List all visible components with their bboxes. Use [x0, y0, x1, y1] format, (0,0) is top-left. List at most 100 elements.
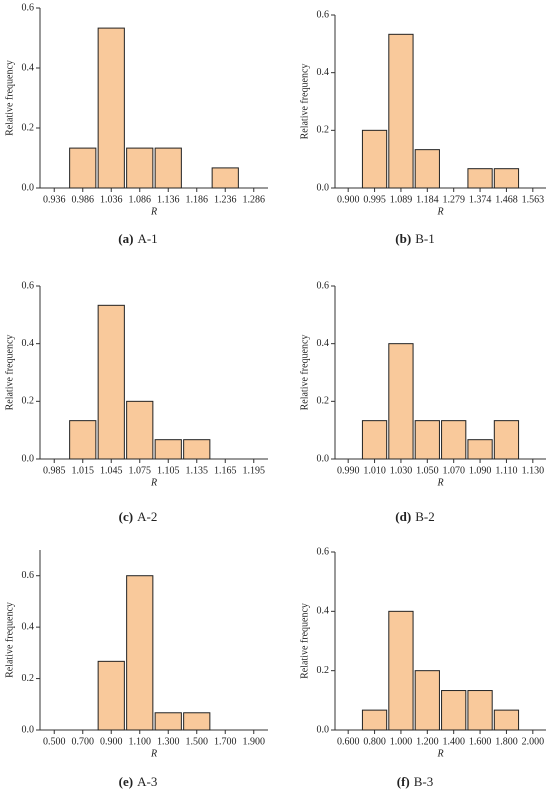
- x-tick-label: 1.045: [100, 465, 123, 476]
- x-tick-label: 1.050: [416, 465, 439, 476]
- x-tick-label: 1.105: [157, 465, 180, 476]
- x-tick-label: 1.600: [469, 736, 492, 747]
- x-tick-label: 1.186: [186, 194, 209, 205]
- x-tick-label: 1.236: [214, 194, 237, 205]
- x-tick-label: 1.015: [72, 465, 95, 476]
- y-tick-label: 0.2: [317, 396, 330, 407]
- x-tick-label: 0.900: [337, 194, 360, 205]
- x-tick-label: 0.500: [43, 736, 66, 747]
- chart-panel: 0.0 0.2 0.4 0.6 0.936 0.986 1.036 1.086 1.136 1.1…: [4, 2, 268, 246]
- caption: (e) A-3: [119, 774, 158, 789]
- y-tick-label: 0.0: [317, 453, 330, 464]
- x-tick-label: 1.100: [129, 736, 152, 747]
- caption: (b) B-1: [395, 231, 434, 246]
- y-tick-label: 0.4: [317, 338, 330, 349]
- caption: (d) B-2: [395, 509, 434, 524]
- x-tick-label: 1.086: [129, 194, 152, 205]
- bar: [441, 420, 467, 460]
- x-axis-label: R: [436, 748, 443, 759]
- x-axis-label: R: [436, 477, 443, 488]
- y-tick-label: 0.4: [22, 62, 35, 73]
- x-tick-label: 0.600: [337, 736, 360, 747]
- bar: [467, 168, 493, 189]
- x-tick-label: 1.300: [157, 736, 180, 747]
- caption-label: (c): [119, 509, 133, 524]
- bar: [69, 147, 97, 189]
- y-tick-label: 0.6: [317, 280, 330, 291]
- y-tick-label: 0.2: [317, 665, 330, 676]
- bar: [126, 147, 154, 189]
- bar: [183, 712, 211, 731]
- bar: [414, 149, 440, 189]
- caption-label: (d): [395, 509, 411, 524]
- x-tick-label: 0.700: [72, 736, 95, 747]
- x-tick-label: 1.700: [214, 736, 237, 747]
- y-tick-label: 0.4: [22, 338, 35, 349]
- caption-label: (e): [119, 774, 133, 789]
- x-tick-label: 1.400: [442, 736, 465, 747]
- x-tick-label: 1.136: [157, 194, 180, 205]
- x-tick-label: 0.986: [72, 194, 95, 205]
- x-tick-label: 1.184: [416, 194, 439, 205]
- chart-panel: 0.0 0.2 0.4 0.6 0.600 0.800 1.000 1.200 1.400 1.6…: [299, 546, 546, 789]
- y-tick-label: 0.2: [317, 125, 330, 136]
- caption: (c) A-2: [119, 509, 158, 524]
- x-tick-label: 1.500: [186, 736, 209, 747]
- x-tick-label: 1.374: [469, 194, 492, 205]
- y-tick-label: 0.0: [22, 453, 35, 464]
- x-tick-label: 1.010: [363, 465, 386, 476]
- bar: [361, 420, 388, 460]
- bar: [183, 439, 211, 460]
- bar: [211, 167, 239, 189]
- y-axis-label: Relative frequency: [4, 60, 15, 136]
- bar: [414, 670, 440, 731]
- x-tick-label: 1.089: [390, 194, 413, 205]
- y-tick-label: 0.0: [22, 724, 35, 735]
- y-tick-label: 0.0: [317, 724, 330, 735]
- x-tick-label: 0.900: [100, 736, 123, 747]
- caption-text: A-3: [137, 774, 157, 789]
- bar: [154, 439, 182, 460]
- x-tick-label: 0.990: [337, 465, 360, 476]
- x-tick-label: 1.563: [522, 194, 545, 205]
- x-tick-label: 1.165: [214, 465, 237, 476]
- x-axis-label: R: [150, 748, 157, 759]
- x-tick-label: 1.110: [495, 465, 517, 476]
- x-tick-label: 1.900: [243, 736, 266, 747]
- chart-panel: 0.0 0.2 0.4 0.6 0.990 1.010 1.030 1.050 1.070 1.0…: [299, 280, 546, 524]
- chart-panel: 0.0 0.2 0.4 0.6 0.500 0.700 0.900 1.100 1.300 1.5…: [4, 550, 268, 789]
- y-tick-label: 0.2: [22, 396, 35, 407]
- bar: [493, 420, 520, 460]
- y-tick-label: 0.4: [317, 606, 330, 617]
- x-tick-label: 2.000: [522, 736, 545, 747]
- bar: [97, 304, 125, 460]
- x-tick-label: 1.030: [390, 465, 413, 476]
- y-tick-label: 0.0: [317, 182, 330, 193]
- bar: [467, 690, 493, 731]
- caption: (f) B-3: [397, 774, 434, 789]
- bar: [388, 33, 414, 189]
- caption-text: B-1: [415, 231, 435, 246]
- y-tick-label: 0.6: [22, 2, 35, 13]
- bar: [97, 660, 125, 731]
- x-tick-label: 0.800: [363, 736, 386, 747]
- x-tick-label: 1.070: [442, 465, 465, 476]
- x-tick-label: 1.075: [129, 465, 152, 476]
- bar: [126, 575, 154, 731]
- x-tick-label: 1.130: [522, 465, 545, 476]
- x-tick-label: 0.995: [363, 194, 386, 205]
- y-axis-label: Relative frequency: [4, 602, 15, 678]
- bar: [493, 709, 520, 731]
- bar: [154, 712, 182, 731]
- x-tick-label: 1.135: [186, 465, 209, 476]
- chart-panel: 0.0 0.2 0.4 0.6 0.900 0.995 1.089 1.184 1.279 1.3…: [299, 9, 546, 246]
- x-tick-label: 1.468: [495, 194, 518, 205]
- y-tick-label: 0.4: [317, 67, 330, 78]
- bar: [414, 420, 440, 460]
- chart-panel: 0.0 0.2 0.4 0.6 0.985 1.015 1.045 1.075 1.105 1.1…: [4, 280, 268, 524]
- bar: [441, 690, 467, 731]
- bar: [388, 610, 414, 731]
- x-tick-label: 1.090: [469, 465, 492, 476]
- caption: (a) A-1: [118, 231, 157, 246]
- x-axis-label: R: [436, 206, 443, 217]
